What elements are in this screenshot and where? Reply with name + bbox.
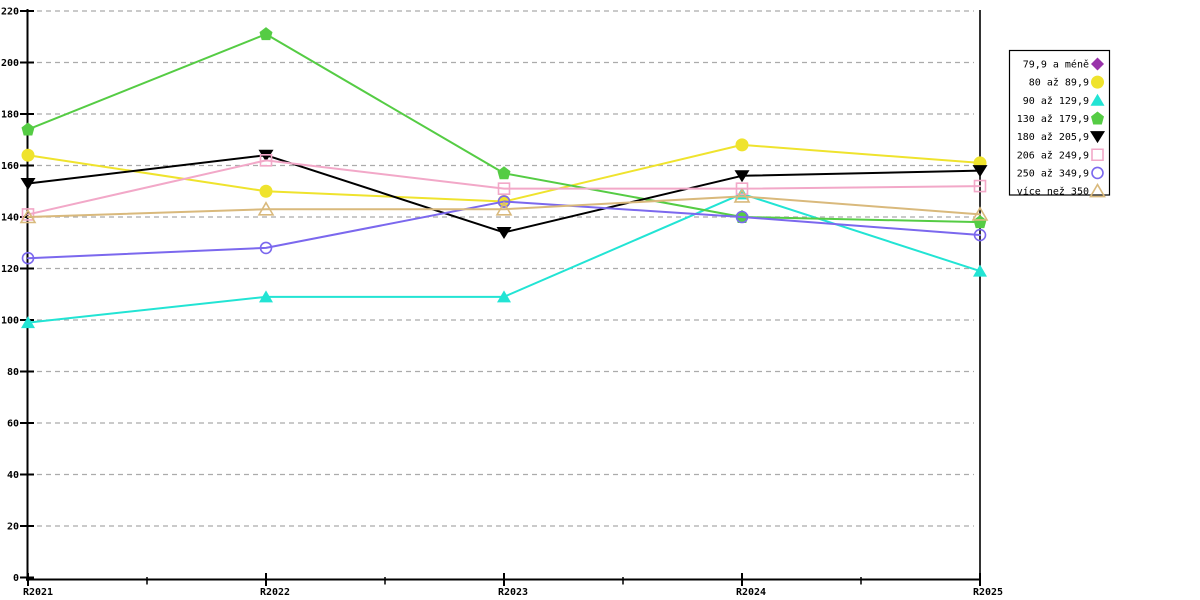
legend-label: 90 až 129,9 bbox=[1023, 95, 1089, 107]
data-point-marker bbox=[257, 201, 275, 216]
series-6 bbox=[21, 154, 987, 221]
y-tick-label: 120 bbox=[1, 264, 19, 275]
y-tick-label: 160 bbox=[1, 161, 19, 172]
data-point-marker bbox=[734, 170, 750, 183]
legend-marker-diamond-icon bbox=[1091, 57, 1104, 71]
legend-item: 130 až 179,9 bbox=[1017, 111, 1104, 125]
series-line bbox=[27, 159, 981, 216]
data-point-marker bbox=[497, 195, 511, 208]
data-point-marker bbox=[973, 215, 987, 229]
y-tick-label: 220 bbox=[1, 7, 19, 18]
y-tick-label: 180 bbox=[1, 110, 19, 121]
series-8 bbox=[19, 188, 989, 224]
data-point-marker bbox=[733, 188, 751, 203]
data-point-marker bbox=[497, 182, 511, 195]
data-point-marker bbox=[21, 148, 35, 162]
legend-marker-triangle-down-icon bbox=[1090, 131, 1105, 144]
data-point-marker bbox=[973, 179, 987, 193]
y-tick-label: 40 bbox=[7, 470, 19, 481]
legend-item: 90 až 129,9 bbox=[1023, 93, 1105, 107]
legend-label: 206 až 249,9 bbox=[1017, 149, 1089, 161]
data-point-marker bbox=[259, 154, 273, 167]
y-tick-label: 100 bbox=[1, 316, 19, 327]
axes: 0 20 40 60 80 100 120 140 160 180 200 220 R2021 R2022… bbox=[1, 7, 1003, 599]
data-point-marker bbox=[20, 178, 36, 191]
legend-label: 250 až 349,9 bbox=[1017, 167, 1089, 179]
data-point-marker bbox=[497, 166, 511, 180]
data-point-marker bbox=[259, 241, 273, 255]
y-tick-label: 200 bbox=[1, 58, 19, 69]
data-point-marker bbox=[21, 316, 35, 329]
legend-label: 80 až 89,9 bbox=[1029, 77, 1089, 89]
legend-label: 79,9 a méně bbox=[1023, 59, 1089, 71]
data-point-marker bbox=[496, 226, 512, 239]
legend: 79,9 a méně 80 až 89,9 90 až 129,9 130 až 1… bbox=[1008, 49, 1111, 198]
x-tick-label: R2021 bbox=[23, 587, 53, 598]
data-point-marker bbox=[258, 149, 274, 162]
data-point-marker bbox=[21, 251, 35, 265]
legend-item: 250 až 349,9 bbox=[1017, 166, 1104, 180]
data-point-marker bbox=[735, 210, 749, 224]
y-tick-label: 140 bbox=[1, 213, 19, 224]
y-tick-label: 20 bbox=[7, 522, 19, 533]
legend-marker-square-icon bbox=[1091, 148, 1104, 162]
data-point-marker bbox=[495, 201, 513, 216]
data-point-marker bbox=[971, 206, 989, 221]
x-tick-label: R2024 bbox=[736, 587, 766, 598]
legend-item: 80 až 89,9 bbox=[1029, 75, 1104, 89]
gridlines bbox=[28, 10, 974, 527]
legend-marker-triangle-up-icon bbox=[1089, 182, 1106, 198]
legend-marker-pentagon-icon bbox=[1091, 111, 1104, 125]
data-point-marker bbox=[259, 184, 273, 198]
data-point-marker bbox=[21, 122, 35, 136]
y-tick-label: 0 bbox=[13, 573, 19, 584]
data-point-marker bbox=[19, 208, 37, 224]
data-point-marker bbox=[735, 138, 749, 152]
legend-item: 180 až 205,9 bbox=[1017, 131, 1105, 144]
data-point-marker bbox=[973, 264, 987, 277]
y-tick-label: 80 bbox=[7, 367, 19, 378]
series-4 bbox=[21, 27, 987, 229]
data-point-marker bbox=[973, 228, 987, 242]
legend-label: 130 až 179,9 bbox=[1017, 113, 1089, 125]
legend-item: více než 350 bbox=[1017, 182, 1106, 198]
series-line bbox=[27, 195, 981, 218]
data-point-marker bbox=[497, 290, 511, 303]
series-5 bbox=[20, 149, 988, 239]
legend-item: 79,9 a méně bbox=[1023, 57, 1104, 71]
x-tick-label: R2025 bbox=[973, 587, 1003, 598]
y-tick-label: 60 bbox=[7, 419, 19, 430]
legend-item: 206 až 249,9 bbox=[1017, 148, 1104, 162]
legend-marker-triangle-up-icon bbox=[1090, 93, 1105, 106]
x-tick-label: R2022 bbox=[260, 587, 290, 598]
data-point-marker bbox=[972, 165, 988, 178]
x-tick-label: R2023 bbox=[498, 587, 528, 598]
data-point-marker bbox=[259, 290, 273, 303]
legend-label: 180 až 205,9 bbox=[1017, 131, 1089, 143]
legend-marker-circle-icon bbox=[1091, 166, 1104, 180]
data-point-marker bbox=[259, 27, 273, 41]
legend-label: více než 350 bbox=[1017, 186, 1089, 198]
data-point-marker bbox=[735, 182, 749, 195]
legend-marker-circle-icon bbox=[1091, 75, 1104, 89]
